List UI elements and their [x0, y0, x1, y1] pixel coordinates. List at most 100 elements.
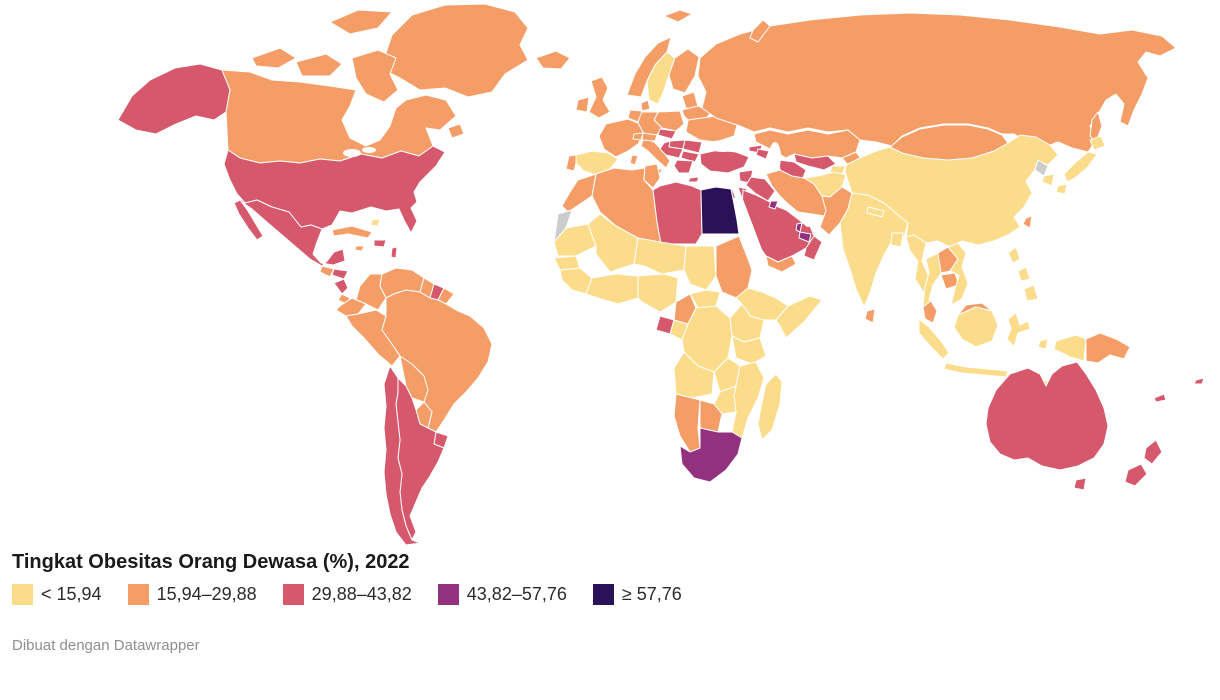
country-philippines-mindanao[interactable]: [1023, 284, 1039, 302]
country-vietnam[interactable]: [947, 242, 969, 306]
country-finland[interactable]: [668, 48, 700, 94]
country-italy[interactable]: [640, 137, 671, 169]
country-mexico[interactable]: [236, 193, 346, 267]
country-greenland[interactable]: [382, 3, 529, 98]
country-malaysia[interactable]: [922, 300, 938, 324]
legend-swatch-4: [437, 584, 459, 605]
country-oman[interactable]: [803, 235, 823, 261]
country-japan-hokkaido[interactable]: [1089, 135, 1106, 151]
country-tanzania[interactable]: [731, 335, 767, 365]
country-indonesia-java[interactable]: [943, 362, 1009, 378]
country-madagascar[interactable]: [757, 373, 783, 441]
country-switzerland[interactable]: [632, 132, 644, 141]
country-france[interactable]: [598, 118, 645, 158]
country-ivory-ghana[interactable]: [585, 273, 639, 305]
country-philippines-visayas[interactable]: [1017, 266, 1031, 282]
country-austria[interactable]: [641, 132, 658, 142]
country-canada-newfoundland[interactable]: [447, 123, 465, 139]
country-russia-novaya-zemlya[interactable]: [749, 19, 771, 43]
country-jamaica[interactable]: [354, 245, 365, 252]
attribution-link[interactable]: Dibuat dengan Datawrapper: [12, 637, 200, 654]
country-iceland[interactable]: [535, 50, 571, 70]
country-uk[interactable]: [588, 76, 611, 119]
country-canada-baffin[interactable]: [351, 49, 399, 103]
country-honduras[interactable]: [331, 268, 349, 280]
attribution-bar: Dibuat dengan Datawrapper: [12, 637, 1220, 654]
country-chad[interactable]: [683, 245, 717, 291]
country-niger[interactable]: [633, 237, 687, 275]
country-romania[interactable]: [682, 139, 703, 154]
country-nicaragua[interactable]: [333, 278, 349, 295]
country-greece-crete[interactable]: [687, 176, 700, 183]
country-egypt[interactable]: [700, 186, 740, 235]
country-new-zealand-south[interactable]: [1124, 463, 1148, 487]
country-kuwait[interactable]: [768, 200, 779, 210]
country-lesser-antilles[interactable]: [390, 246, 398, 259]
country-indonesia-sumatra[interactable]: [918, 318, 950, 360]
country-sri-lanka[interactable]: [864, 308, 876, 324]
country-usa-alaska[interactable]: [117, 63, 231, 135]
country-south-africa[interactable]: [679, 427, 743, 483]
country-czechia[interactable]: [657, 128, 677, 140]
country-central-african-republic[interactable]: [689, 289, 721, 309]
country-yemen[interactable]: [765, 255, 797, 273]
country-canada-ellesmere[interactable]: [329, 9, 393, 35]
country-cuba[interactable]: [331, 225, 373, 239]
country-russia-sakhalin[interactable]: [1089, 111, 1103, 143]
country-indonesia-papua[interactable]: [1053, 334, 1087, 362]
country-uae[interactable]: [798, 231, 812, 243]
country-japan-kyushu[interactable]: [1055, 183, 1068, 195]
country-new-caledonia[interactable]: [1153, 393, 1167, 403]
country-south-korea[interactable]: [1041, 173, 1055, 187]
country-somalia[interactable]: [775, 295, 823, 339]
country-indonesia-moluccas[interactable]: [1037, 338, 1049, 350]
country-azerbaijan[interactable]: [755, 148, 770, 160]
country-bulgaria[interactable]: [680, 150, 700, 163]
country-libya[interactable]: [652, 181, 703, 245]
country-japan-honshu[interactable]: [1063, 151, 1098, 183]
country-ireland[interactable]: [575, 96, 590, 113]
country-bahamas[interactable]: [370, 218, 381, 227]
country-namibia[interactable]: [673, 393, 701, 453]
country-portugal[interactable]: [565, 154, 577, 172]
country-denmark[interactable]: [640, 99, 651, 112]
country-fiji[interactable]: [1193, 377, 1205, 385]
country-svalbard[interactable]: [663, 9, 693, 23]
map-regions: [117, 3, 1205, 545]
country-australia-tasmania[interactable]: [1073, 477, 1087, 491]
legend-swatch-3: [282, 584, 304, 605]
country-nepal[interactable]: [866, 206, 885, 218]
country-mexico-baja[interactable]: [233, 199, 264, 241]
country-taiwan[interactable]: [1022, 215, 1033, 229]
country-mongolia[interactable]: [889, 124, 1009, 161]
country-balkans[interactable]: [659, 140, 684, 159]
hudson-bay: [358, 104, 384, 140]
country-morocco[interactable]: [561, 173, 597, 213]
country-greece[interactable]: [673, 159, 694, 174]
country-guatemala[interactable]: [319, 265, 335, 278]
country-botswana[interactable]: [699, 399, 723, 433]
country-uzbekistan[interactable]: [793, 153, 837, 171]
country-australia[interactable]: [985, 361, 1109, 471]
country-chile[interactable]: [383, 365, 421, 545]
country-canada-victoria[interactable]: [295, 53, 343, 77]
country-benelux[interactable]: [627, 109, 643, 123]
country-canada-banks[interactable]: [251, 47, 297, 69]
country-philippines-luzon[interactable]: [1007, 246, 1021, 264]
country-new-zealand-north[interactable]: [1143, 439, 1163, 465]
legend-swatch-5: [592, 584, 614, 605]
country-italy-sardinia[interactable]: [629, 154, 639, 166]
country-indonesia-kalimantan[interactable]: [953, 306, 999, 348]
country-ethiopia[interactable]: [735, 287, 789, 321]
country-nigeria[interactable]: [637, 273, 679, 313]
country-papua-new-guinea[interactable]: [1085, 332, 1131, 364]
country-indonesia-sulawesi[interactable]: [1006, 312, 1031, 348]
country-angola[interactable]: [673, 351, 715, 399]
country-tunisia[interactable]: [643, 163, 661, 189]
country-turkey[interactable]: [699, 149, 750, 174]
country-bangladesh[interactable]: [890, 232, 904, 248]
country-hispaniola[interactable]: [373, 239, 387, 248]
country-norway[interactable]: [626, 36, 672, 98]
legend-swatch-2: [127, 584, 149, 605]
